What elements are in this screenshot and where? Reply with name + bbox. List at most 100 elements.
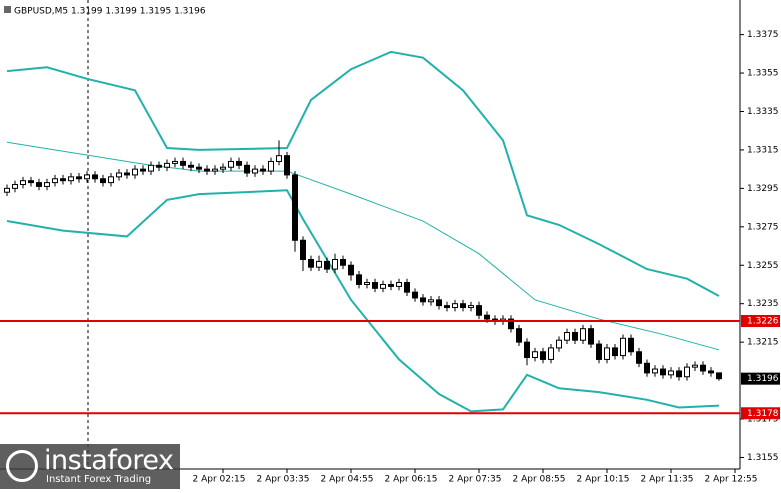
y-tick-label: 1.3355 [747,69,779,79]
candle-body [252,168,258,174]
y-tick-label: 1.3255 [747,261,779,271]
candle-body [428,299,434,303]
candle-body [372,282,378,289]
candle-body [596,343,602,360]
candle-body [380,283,386,289]
candle-body [292,174,298,241]
level-label-box [741,407,780,420]
price-label: 1.3196 [747,374,779,384]
y-tick-label: 1.3155 [747,453,779,463]
candle-body [116,172,122,178]
price-label-box [741,372,780,385]
candle-body [396,282,402,287]
candle-body [524,341,530,359]
candle-body [20,180,26,186]
candle-body [268,160,274,172]
candle-body [516,328,522,343]
candle-body [460,303,466,309]
candle-body [580,328,586,341]
candle-body [476,305,482,316]
y-tick-label: 1.3315 [747,145,779,155]
candle-body [36,182,42,187]
candle-body [68,176,74,182]
y-tick-label: 1.3295 [747,184,779,194]
candle-body [644,362,650,374]
y-tick-label: 1.3235 [747,299,779,309]
candle-body [628,337,634,353]
candle-body [444,305,450,309]
candle-body [220,166,226,170]
candle-body [300,239,306,260]
candle-body [84,174,90,180]
candle-body [388,283,394,287]
x-tick-label: 2 Apr 10:15 [577,475,630,485]
level-label: 1.3178 [747,409,779,419]
candle-body [420,297,426,303]
candle-body [660,368,666,376]
candle-body [332,258,338,270]
x-tick-label: 2 Apr 12:55 [705,475,758,485]
tagline: Instant Forex Trading [46,474,152,485]
candle-body [276,155,282,162]
bollinger-lower [6,189,720,413]
candle-body [108,176,114,184]
candle-body [452,303,458,309]
candle-body [708,370,714,374]
candle-body [612,347,618,357]
candle-body [324,260,330,270]
candle-body [556,339,562,349]
candle-body [260,168,266,172]
candle-body [12,184,18,189]
candle-body [364,282,370,285]
candle-body [484,314,490,320]
candle-body [244,164,250,174]
candle-body [356,274,362,285]
candle-body [204,168,210,172]
candle-body [52,178,58,184]
candle-body [180,160,186,166]
x-tick-label: 2 Apr 08:55 [513,475,566,485]
candle-body [668,370,674,376]
candle-body [284,155,290,176]
x-tick-label: 2 Apr 06:15 [385,475,438,485]
candle-body [588,328,594,345]
candle-body [700,364,706,372]
x-tick-label: 2 Apr 02:15 [193,475,246,485]
level-label: 1.3226 [747,316,779,326]
candle-body [140,168,146,172]
candle-body [4,187,10,193]
bollinger-upper [6,50,720,297]
x-tick-label: 2 Apr 04:55 [321,475,374,485]
candle-body [100,178,106,184]
candle-body [308,258,314,268]
candle-body [620,337,626,357]
candle-body [548,347,554,360]
candle-body [196,166,202,170]
y-tick-label: 1.3175 [747,415,779,425]
candle-body [228,160,234,168]
candle-body [340,258,346,266]
bollinger-middle [6,141,720,351]
candle-body [684,366,690,378]
x-tick-label: 2 Apr 03:35 [257,475,310,485]
candle-body [92,174,98,180]
candle-body [468,305,474,309]
y-tick-label: 1.3215 [747,338,779,348]
candle-body [404,282,410,293]
y-tick-label: 1.3275 [747,222,779,232]
level-label-box [741,314,780,327]
candle-body [28,180,34,184]
candle-body [124,172,130,176]
x-tick-label: 2 Apr 07:35 [449,475,502,485]
candle-body [604,347,610,360]
candle-body [564,332,570,341]
logo [6,450,38,482]
candle-body [76,176,82,180]
symbol-icon [4,6,11,13]
brand: instaforex [44,445,174,476]
candle-body [508,318,514,330]
candle-body [692,364,698,368]
candle-body [164,162,170,168]
candle-body [412,291,418,299]
